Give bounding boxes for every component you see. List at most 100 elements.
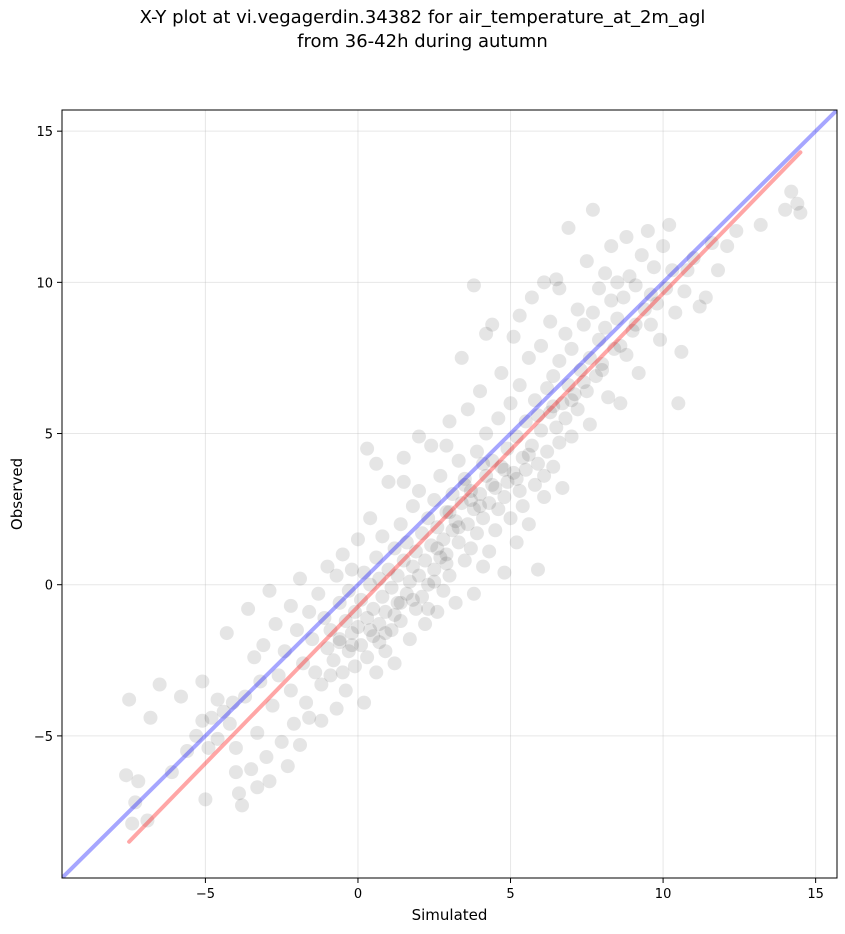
y-tick-label: 5: [45, 428, 53, 443]
data-point: [421, 577, 436, 592]
data-point: [122, 692, 137, 707]
data-point: [128, 795, 143, 810]
data-point: [442, 505, 457, 520]
data-point: [405, 499, 420, 514]
data-point: [164, 765, 179, 780]
data-point: [503, 511, 518, 526]
data-point: [521, 517, 536, 532]
data-point: [521, 447, 536, 462]
x-tick-label: 10: [655, 887, 672, 902]
data-point: [790, 196, 805, 211]
data-point: [677, 284, 692, 299]
data-point: [421, 511, 436, 526]
data-point: [125, 816, 140, 831]
data-point: [579, 384, 594, 399]
data-point: [619, 229, 634, 244]
data-point: [534, 423, 549, 438]
data-point: [567, 387, 582, 402]
data-point: [378, 644, 393, 659]
x-tick-label: −5: [196, 887, 215, 902]
data-point: [509, 471, 524, 486]
data-point: [497, 462, 512, 477]
data-point: [341, 644, 356, 659]
data-point: [408, 544, 423, 559]
data-point: [363, 623, 378, 638]
y-tick-label: 0: [45, 579, 53, 594]
data-point: [442, 414, 457, 429]
data-point: [546, 399, 561, 414]
data-point: [659, 281, 674, 296]
data-point: [564, 429, 579, 444]
data-point: [598, 266, 613, 281]
data-point: [552, 281, 567, 296]
data-point: [415, 526, 430, 541]
data-point: [515, 499, 530, 514]
data-point: [479, 468, 494, 483]
data-point: [473, 487, 488, 501]
data-point: [311, 586, 326, 601]
data-point: [384, 623, 399, 638]
data-point: [463, 541, 478, 556]
data-point: [592, 281, 607, 296]
data-point: [347, 659, 362, 674]
data-point: [173, 689, 188, 704]
data-point: [399, 586, 414, 601]
x-axis-label: Simulated: [412, 906, 488, 924]
plot-frame: [61, 109, 838, 879]
data-point: [143, 710, 158, 725]
data-point: [411, 483, 426, 498]
data-point: [619, 347, 634, 362]
data-point: [247, 650, 262, 665]
data-point: [253, 674, 268, 689]
data-point: [357, 695, 372, 710]
data-point: [588, 369, 603, 384]
data-point: [546, 369, 561, 384]
data-point: [488, 523, 503, 538]
data-point: [396, 474, 411, 489]
data-point: [283, 683, 298, 698]
data-point: [415, 589, 430, 604]
data-point: [476, 559, 491, 574]
data-point: [180, 744, 195, 759]
regression-line: [127, 150, 803, 844]
data-point: [448, 514, 463, 529]
data-point: [329, 568, 344, 583]
data-point: [512, 483, 527, 498]
identity-line: [62, 110, 837, 878]
data-point: [463, 483, 478, 498]
data-point: [476, 511, 491, 526]
data-point: [573, 363, 588, 378]
data-point: [360, 610, 375, 625]
data-point: [680, 263, 695, 278]
data-point: [195, 713, 210, 728]
data-point: [497, 565, 512, 580]
data-point: [427, 493, 442, 508]
data-point: [555, 396, 570, 411]
data-point: [469, 526, 484, 541]
data-point: [335, 665, 350, 680]
reference-lines: [62, 110, 837, 878]
data-point: [283, 598, 298, 613]
data-point: [201, 740, 216, 755]
data-point: [198, 792, 213, 807]
data-point: [561, 378, 576, 393]
data-point: [277, 644, 292, 659]
data-point: [463, 493, 478, 508]
data-point: [534, 338, 549, 353]
data-point: [314, 677, 329, 692]
data-point: [552, 353, 567, 368]
data-point: [152, 677, 167, 692]
data-point: [585, 305, 600, 320]
data-point: [625, 323, 640, 338]
data-point: [552, 435, 567, 450]
data-point: [537, 275, 552, 290]
data-point: [778, 202, 793, 217]
data-point: [381, 562, 396, 577]
data-point: [518, 414, 533, 429]
data-point: [372, 617, 387, 632]
data-point: [228, 740, 243, 755]
data-point: [344, 638, 359, 653]
data-point: [335, 547, 350, 562]
data-point: [238, 689, 253, 704]
data-point: [329, 701, 344, 716]
